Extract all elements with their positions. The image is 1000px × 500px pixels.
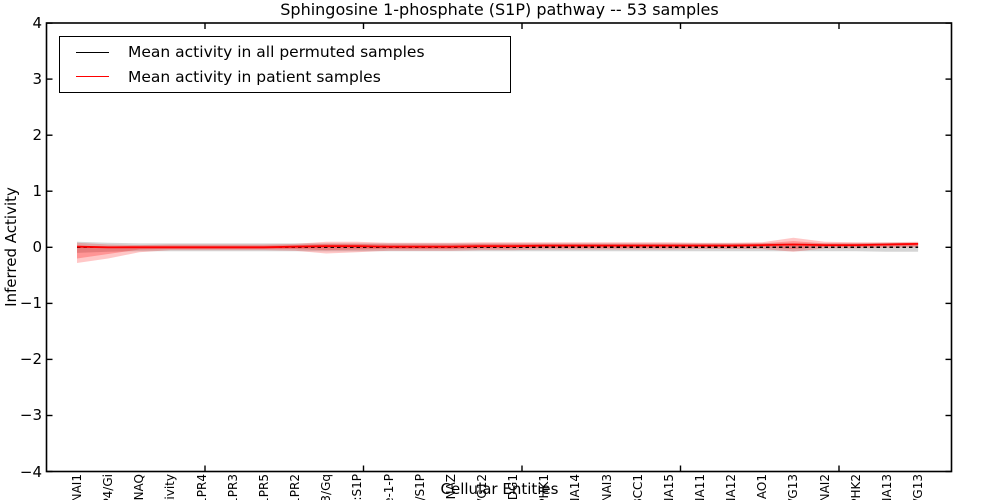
x-category-label: SPHK1 bbox=[537, 474, 552, 500]
legend-entry-permuted: Mean activity in all permuted samples bbox=[60, 40, 510, 64]
y-tick-label: 4 bbox=[32, 14, 42, 33]
y-tick-label: 0 bbox=[32, 238, 42, 257]
x-category-label: S1P/S1P2/G12/G13 bbox=[786, 474, 800, 500]
legend-line-sample-patient bbox=[76, 76, 109, 78]
axis-ticks bbox=[46, 22, 952, 473]
x-category-label: GNAO1 bbox=[755, 474, 770, 500]
y-tick-label: −1 bbox=[19, 294, 42, 313]
x-category-label: GNAI1 bbox=[70, 474, 84, 500]
x-category-label: ABCC1 bbox=[630, 474, 645, 500]
x-category-label: GNA14 bbox=[568, 474, 583, 500]
y-tick-label: −4 bbox=[19, 462, 42, 481]
x-category-label: S1P/S1P5/G12 bbox=[475, 474, 489, 500]
patient-mean-line bbox=[76, 243, 919, 249]
x-category-label: GNA15 bbox=[661, 474, 676, 500]
y-tick-label: −3 bbox=[19, 406, 42, 425]
chart-title: Sphingosine 1-phosphate (S1P) pathway --… bbox=[280, 0, 719, 19]
legend-label-patient: Mean activity in patient samples bbox=[128, 67, 381, 86]
x-category-label: S1PR3 bbox=[225, 474, 240, 500]
permuted-std-band bbox=[77, 241, 919, 253]
x-category-label: S1P1/S1P bbox=[413, 474, 427, 500]
x-category-label: GNA12 bbox=[724, 474, 739, 500]
x-category-label: GNAZ bbox=[443, 474, 458, 500]
x-category-label: GNAI3 bbox=[599, 474, 614, 500]
x-category-label: S1PR5 bbox=[256, 474, 271, 500]
x-category-label: GNA11 bbox=[693, 474, 707, 500]
x-category-label: GNAQ bbox=[132, 474, 147, 500]
x-category-label: mol:S1P bbox=[350, 474, 365, 500]
y-tick-label: −2 bbox=[19, 350, 42, 369]
x-category-label: S1P/S1P3/Gq bbox=[319, 474, 333, 500]
x-category-label: mol:Sphinganine-1-P bbox=[382, 474, 396, 500]
x-category-label: growth factor activity bbox=[163, 474, 177, 500]
legend-line-sample-permuted bbox=[76, 51, 109, 53]
y-tick-label: 1 bbox=[32, 182, 42, 201]
legend-label-permuted: Mean activity in all permuted samples bbox=[128, 43, 425, 62]
x-category-label: EDG1 bbox=[506, 474, 521, 500]
x-category-label: GNAI2 bbox=[817, 474, 832, 500]
y-tick-label: 2 bbox=[32, 126, 42, 145]
x-category-label: G12/G13 bbox=[911, 474, 925, 500]
x-category-label: S1PR2 bbox=[288, 474, 303, 500]
x-axis-label: Cellular Entities bbox=[440, 480, 559, 498]
x-category-label: S1PR4 bbox=[194, 474, 209, 500]
x-category-label: GNA13 bbox=[879, 474, 894, 500]
patient-std-band-outer bbox=[77, 237, 919, 263]
x-category-label: SPHK2 bbox=[848, 474, 863, 500]
legend: Mean activity in all permuted samples Me… bbox=[59, 36, 511, 93]
legend-entry-patient: Mean activity in patient samples bbox=[60, 65, 510, 89]
x-category-label: S1P/S1P4/Gi bbox=[101, 474, 115, 500]
y-tick-label: 3 bbox=[32, 70, 42, 89]
